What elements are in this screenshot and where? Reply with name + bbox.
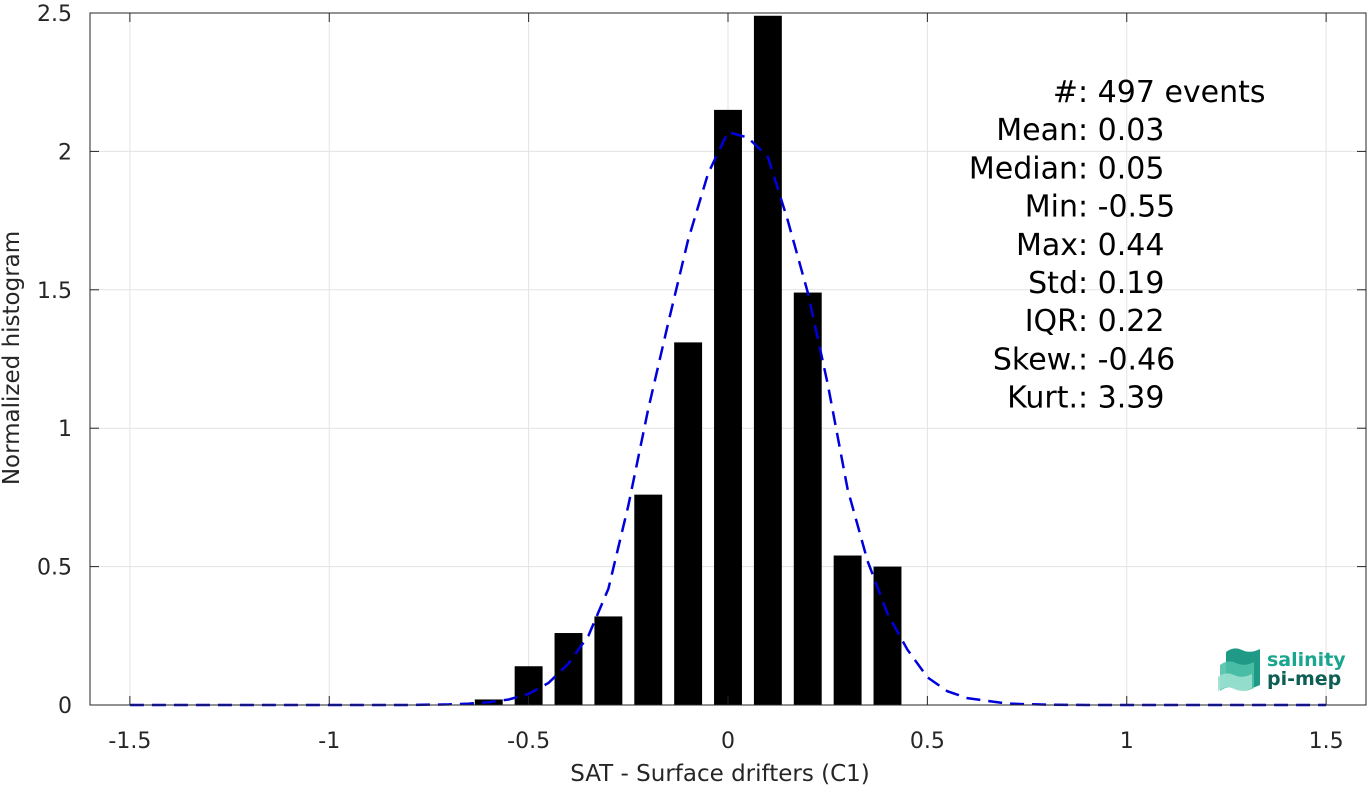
stats-label-0: # [1053, 75, 1078, 110]
logo-text-pi-mep: pi-mep [1267, 668, 1341, 690]
histogram-bar-2 [554, 633, 583, 705]
stats-label-2: Median [969, 151, 1078, 186]
y-axis-label: Normalized histogram [0, 231, 25, 485]
histogram-bar-7 [753, 15, 782, 705]
x-tick-label-0: -1.5 [108, 729, 151, 754]
histogram-bar-3 [594, 616, 623, 705]
y-tick-label-4: 2 [58, 140, 72, 165]
logo-text-salinity: salinity [1267, 649, 1346, 671]
stats-value-6: : 0.22 [1078, 304, 1164, 339]
histogram-bar-4 [634, 494, 663, 705]
stats-label-6: IQR [1025, 304, 1078, 339]
x-tick-label-3: 0 [721, 729, 735, 754]
stats-value-3: : -0.55 [1078, 190, 1175, 225]
stats-label-7: Skew. [993, 342, 1078, 377]
x-tick-label-1: -1 [318, 729, 340, 754]
y-tick-label-0: 0 [58, 694, 72, 719]
y-tick-label-2: 1 [58, 417, 72, 442]
stats-value-2: : 0.05 [1078, 151, 1164, 186]
histogram-bar-6 [714, 109, 742, 705]
stats-label-4: Max [1016, 228, 1078, 263]
y-tick-label-3: 1.5 [37, 279, 72, 304]
stats-label-1: Mean [996, 113, 1078, 148]
stats-value-8: : 3.39 [1078, 381, 1164, 416]
stats-value-7: : -0.46 [1078, 342, 1175, 377]
histogram-bar-9 [833, 555, 862, 705]
histogram-bar-5 [674, 342, 703, 705]
axis-ticks [90, 12, 1366, 706]
stats-value-4: : 0.44 [1078, 228, 1164, 263]
stats-label-5: Std [1028, 266, 1078, 301]
histogram-bar-8 [793, 292, 822, 705]
x-tick-label-6: 1.5 [1309, 729, 1344, 754]
x-tick-labels: -1.5 -1 -0.5 0 0.5 1 1.5 [108, 729, 1343, 754]
stats-label-8: Kurt. [1007, 381, 1078, 416]
histogram-bars [474, 15, 902, 705]
x-tick-label-4: 0.5 [910, 729, 945, 754]
y-tick-labels: 0 0.5 1 1.5 2 2.5 [37, 2, 72, 719]
salinity-pi-mep-logo: salinity pi-mep [1218, 648, 1346, 691]
y-tick-label-1: 0.5 [37, 556, 72, 581]
logo-wave-icon [1218, 648, 1260, 691]
y-tick-label-5: 2.5 [37, 2, 72, 27]
x-axis-label: SAT - Surface drifters (C1) [570, 761, 870, 785]
stats-value-5: : 0.19 [1078, 266, 1164, 301]
stats-label-3: Min [1025, 190, 1078, 225]
stats-value-1: : 0.03 [1078, 113, 1164, 148]
x-tick-label-2: -0.5 [507, 729, 550, 754]
x-tick-label-5: 1 [1120, 729, 1134, 754]
stats-value-0: : 497 events [1078, 75, 1266, 110]
